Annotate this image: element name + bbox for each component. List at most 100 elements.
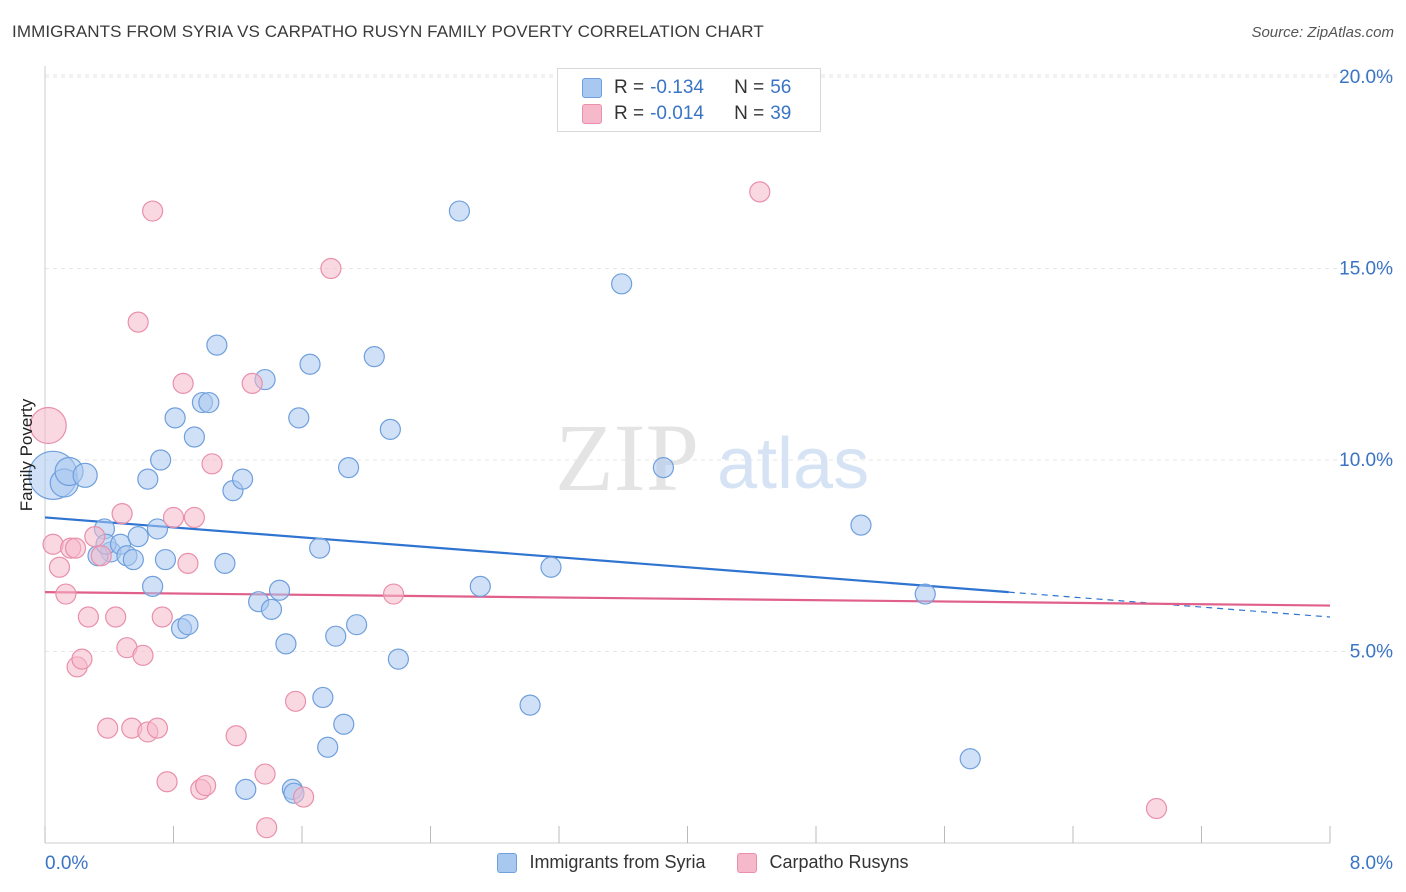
rusyn-point bbox=[241, 372, 263, 394]
syria-point bbox=[142, 575, 164, 597]
rusyn-point bbox=[256, 817, 278, 839]
rusyn-point bbox=[201, 453, 223, 475]
syria-point bbox=[177, 614, 199, 636]
syria-point bbox=[137, 468, 159, 490]
y-axis-label: Family Poverty bbox=[17, 398, 36, 512]
syria-point bbox=[914, 583, 936, 605]
rusyn-point bbox=[195, 774, 217, 797]
legend-r-label: R = bbox=[614, 103, 645, 124]
rusyn-point bbox=[172, 372, 194, 394]
syria-point bbox=[850, 514, 872, 536]
rusyn-point bbox=[84, 525, 106, 548]
rusyn-point bbox=[142, 200, 164, 222]
syria-point bbox=[312, 686, 334, 709]
syria-point bbox=[122, 548, 144, 571]
stats-legend: R = -0.134 N = 56 R = -0.014 N = 39 bbox=[557, 68, 821, 132]
rusyn-point bbox=[132, 644, 154, 666]
rusyn-point bbox=[284, 690, 307, 712]
legend-n-label: N = bbox=[734, 77, 765, 98]
syria-point bbox=[299, 353, 321, 375]
legend-row-rusyn: R = -0.014 N = 39 bbox=[582, 103, 791, 125]
y-tick-label: 15.0% bbox=[1339, 259, 1393, 280]
syria-point bbox=[540, 556, 562, 578]
syria-point bbox=[127, 525, 149, 548]
syria-point bbox=[154, 548, 177, 571]
legend-n-value: 56 bbox=[770, 77, 792, 98]
rusyn-trend-line bbox=[44, 591, 1331, 607]
syria-point bbox=[337, 457, 360, 479]
syria-point bbox=[363, 345, 385, 368]
syria-point bbox=[317, 736, 339, 758]
rusyn-point bbox=[183, 506, 205, 529]
series-legend: Immigrants from Syria Carpatho Rusyns bbox=[0, 852, 1406, 873]
syria-point bbox=[288, 407, 310, 429]
x-tick-label: 8.0% bbox=[1350, 853, 1393, 874]
rusyn-point bbox=[225, 725, 247, 747]
rusyn-point bbox=[293, 786, 315, 808]
syria-point bbox=[333, 713, 355, 735]
legend-label-rusyn: Carpatho Rusyns bbox=[769, 852, 909, 872]
syria-trend-extension bbox=[1008, 591, 1331, 618]
syria-point bbox=[214, 552, 236, 575]
syria-point bbox=[469, 575, 491, 597]
syria-point bbox=[611, 273, 633, 295]
syria-point bbox=[146, 518, 169, 540]
rusyn-point bbox=[97, 717, 119, 739]
syria-point bbox=[309, 537, 331, 559]
rusyn-point bbox=[146, 717, 169, 739]
syria-point bbox=[231, 468, 254, 490]
syria-point bbox=[183, 426, 205, 448]
legend-item-syria: Immigrants from Syria bbox=[497, 852, 705, 873]
syria-trend-line bbox=[44, 516, 1009, 594]
rusyn-point bbox=[48, 556, 71, 578]
rusyn-point bbox=[29, 406, 67, 445]
syria-point bbox=[652, 457, 675, 479]
rusyn-swatch bbox=[582, 104, 602, 124]
rusyn-point bbox=[111, 503, 133, 525]
syria-point bbox=[72, 462, 98, 488]
y-tick-label: 5.0% bbox=[1350, 642, 1393, 663]
syria-point bbox=[164, 407, 186, 429]
rusyn-point bbox=[64, 537, 87, 559]
rusyn-point bbox=[749, 181, 771, 203]
rusyn-point bbox=[382, 583, 405, 605]
y-tick-label: 20.0% bbox=[1339, 67, 1393, 88]
rusyn-point bbox=[320, 257, 342, 280]
rusyn-point bbox=[71, 648, 93, 670]
legend-row-syria: R = -0.134 N = 56 bbox=[582, 77, 791, 99]
rusyn-point bbox=[90, 545, 112, 567]
legend-r-label: R = bbox=[614, 77, 645, 98]
rusyn-point bbox=[55, 583, 77, 605]
syria-point bbox=[275, 633, 297, 655]
rusyn-point bbox=[42, 533, 64, 555]
rusyn-point bbox=[1145, 797, 1168, 820]
legend-n-value: 39 bbox=[770, 103, 792, 124]
rusyn-point bbox=[105, 606, 127, 628]
syria-point bbox=[448, 200, 471, 222]
legend-item-rusyn: Carpatho Rusyns bbox=[737, 852, 909, 873]
syria-point bbox=[206, 334, 228, 356]
syria-point bbox=[260, 598, 283, 620]
x-tick-label: 0.0% bbox=[45, 853, 88, 874]
syria-point bbox=[268, 579, 291, 601]
rusyn-point bbox=[156, 771, 178, 793]
rusyn-point bbox=[254, 763, 276, 785]
chart-title: IMMIGRANTS FROM SYRIA VS CARPATHO RUSYN … bbox=[12, 22, 764, 41]
syria-point bbox=[379, 418, 401, 440]
syria-point bbox=[325, 625, 347, 647]
legend-n-label: N = bbox=[734, 103, 765, 124]
syria-point bbox=[198, 391, 220, 414]
syria-legend-swatch bbox=[497, 852, 518, 873]
syria-swatch bbox=[582, 78, 602, 98]
rusyn-point bbox=[77, 606, 99, 628]
watermark-atlas: atlas bbox=[717, 424, 869, 504]
syria-point bbox=[959, 748, 981, 770]
rusyn-point bbox=[177, 552, 199, 575]
rusyn-point bbox=[127, 311, 149, 333]
rusyn-point bbox=[162, 506, 185, 529]
y-tick-label: 10.0% bbox=[1339, 450, 1393, 471]
legend-r-value: -0.014 bbox=[650, 103, 704, 124]
legend-r-value: -0.134 bbox=[650, 77, 704, 98]
rusyn-legend-swatch bbox=[737, 852, 758, 873]
